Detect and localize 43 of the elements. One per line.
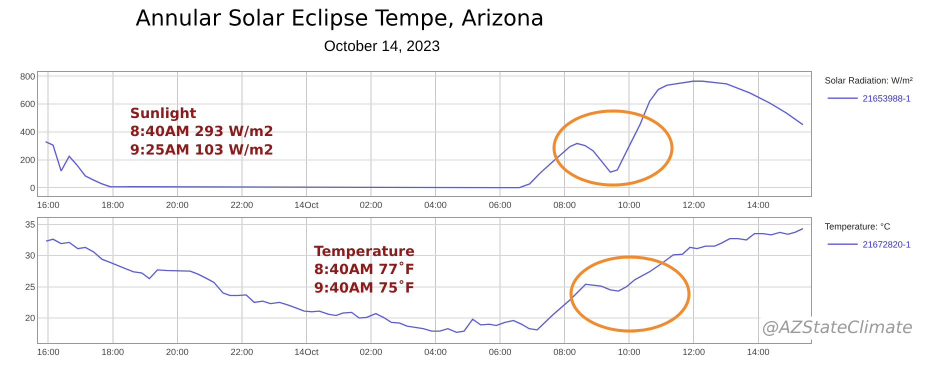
x-tick-label: 08:00: [553, 346, 576, 357]
x-tick-label: 14:00: [747, 346, 770, 357]
x-tick-label: 10:00: [618, 200, 640, 210]
x-tick-label: 22:00: [230, 346, 254, 357]
x-tick-label: 14:00: [747, 200, 770, 210]
x-tick-label: 02:00: [360, 200, 382, 210]
x-tick-label: 16:00: [36, 200, 60, 210]
x-tick-label: 12:00: [682, 200, 705, 210]
legend-title: Temperature: °C: [824, 222, 891, 232]
y-tick-label: 600: [20, 99, 36, 110]
annotation: @AZStateClimate: [762, 318, 913, 338]
x-tick-label: 22:00: [230, 200, 254, 210]
y-tick-label: 400: [20, 127, 36, 138]
y-tick-label: 30: [25, 250, 36, 261]
x-tick-label: 18:00: [102, 346, 124, 357]
x-tick-label: 04:00: [424, 200, 447, 210]
annotation: Sunlight 8:40AM 293 W/m2 9:25AM 103 W/m2: [130, 106, 274, 158]
x-tick-label: 20:00: [166, 200, 189, 210]
y-tick-label: 20: [25, 313, 36, 324]
y-tick-label: 0: [30, 182, 36, 193]
annotation: Temperature 8:40AM 77˚F 9:40AM 75˚F: [314, 244, 415, 296]
x-tick-label: 12:00: [682, 346, 705, 357]
legend-title: Solar Radiation: W/m²: [824, 76, 913, 86]
y-tick-label: 800: [20, 71, 36, 82]
legend-label: 21672820-1: [862, 240, 911, 250]
x-tick-label: 02:00: [360, 346, 382, 357]
y-tick-label: 35: [25, 219, 36, 230]
x-tick-label: 14Oct: [294, 346, 319, 357]
chart-subtitle: October 14, 2023: [324, 38, 440, 55]
line-series: [44, 80, 804, 188]
x-tick-label: 04:00: [424, 346, 447, 357]
x-tick-label: 06:00: [488, 200, 512, 210]
x-tick-label: 20:00: [166, 346, 189, 357]
y-tick-label: 200: [20, 154, 36, 165]
x-tick-label: 10:00: [618, 346, 640, 357]
x-tick-label: 18:00: [102, 200, 124, 210]
x-tick-label: 16:00: [36, 346, 60, 357]
y-tick-label: 25: [25, 282, 36, 292]
chart-title: Annular Solar Eclipse Tempe, Arizona: [136, 6, 544, 32]
x-tick-label: 14Oct: [294, 200, 319, 210]
legend-label: 21653988-1: [862, 94, 911, 104]
x-tick-label: 06:00: [488, 346, 512, 357]
x-tick-label: 08:00: [553, 200, 576, 210]
